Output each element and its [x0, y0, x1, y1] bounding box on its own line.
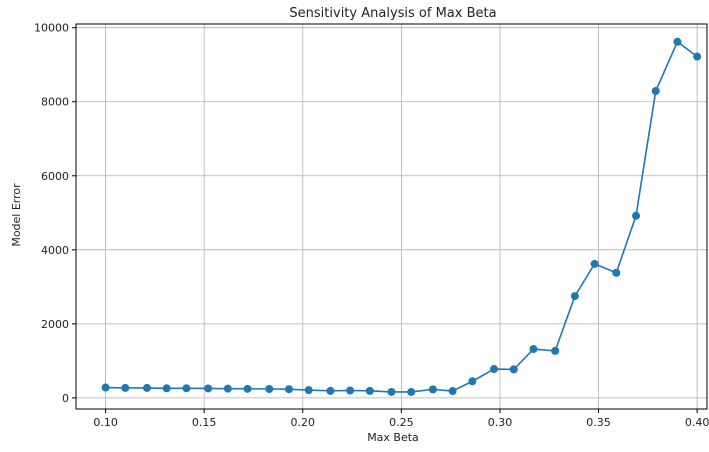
x-tick-label: 0.40: [685, 416, 709, 429]
x-tick-label: 0.35: [586, 416, 611, 429]
plot-frame: [75, 23, 708, 410]
data-point: [651, 87, 660, 96]
x-axis-label: Max Beta: [367, 431, 419, 444]
data-point: [387, 387, 396, 396]
data-point: [590, 259, 599, 268]
data-point: [162, 384, 171, 393]
data-point: [407, 387, 416, 396]
y-tick-label: 2000: [41, 318, 69, 331]
y-tick-label: 10000: [34, 22, 69, 35]
data-point: [346, 386, 355, 395]
data-point: [551, 346, 560, 355]
data-point: [428, 385, 437, 394]
data-point: [204, 384, 213, 393]
data-point: [673, 37, 682, 46]
data-point: [468, 377, 477, 386]
y-tick-label: 8000: [41, 96, 69, 109]
chart-title: Sensitivity Analysis of Max Beta: [289, 6, 496, 21]
data-point: [304, 386, 313, 395]
data-point: [570, 292, 579, 301]
series-layer: [101, 37, 702, 396]
data-point: [243, 384, 252, 393]
data-point: [632, 211, 641, 220]
x-tick-label: 0.30: [488, 416, 513, 429]
y-tick-label: 0: [62, 392, 69, 405]
data-point: [142, 383, 151, 392]
data-point: [101, 383, 110, 392]
grid: [76, 24, 707, 409]
data-point: [612, 268, 621, 277]
x-tick-label: 0.15: [192, 416, 217, 429]
data-point: [223, 384, 232, 393]
y-axis-label: Model Error: [10, 183, 23, 247]
x-tick-label: 0.25: [389, 416, 414, 429]
data-point: [182, 384, 191, 393]
data-point: [693, 52, 702, 61]
data-point: [490, 365, 499, 374]
data-point: [365, 386, 374, 395]
axis-ticks: 0.10 0.15 0.20 0.25 0.30 0.35 0.40 0 2000 4000 600…: [34, 22, 709, 429]
data-point: [284, 385, 293, 394]
data-point: [121, 383, 130, 392]
x-tick-label: 0.10: [93, 416, 118, 429]
y-tick-label: 6000: [41, 170, 69, 183]
x-tick-label: 0.20: [291, 416, 316, 429]
data-point: [448, 387, 457, 396]
data-point: [529, 345, 538, 354]
data-point: [509, 365, 518, 374]
data-point: [265, 385, 274, 394]
data-point: [326, 386, 335, 395]
y-tick-label: 4000: [41, 244, 69, 257]
